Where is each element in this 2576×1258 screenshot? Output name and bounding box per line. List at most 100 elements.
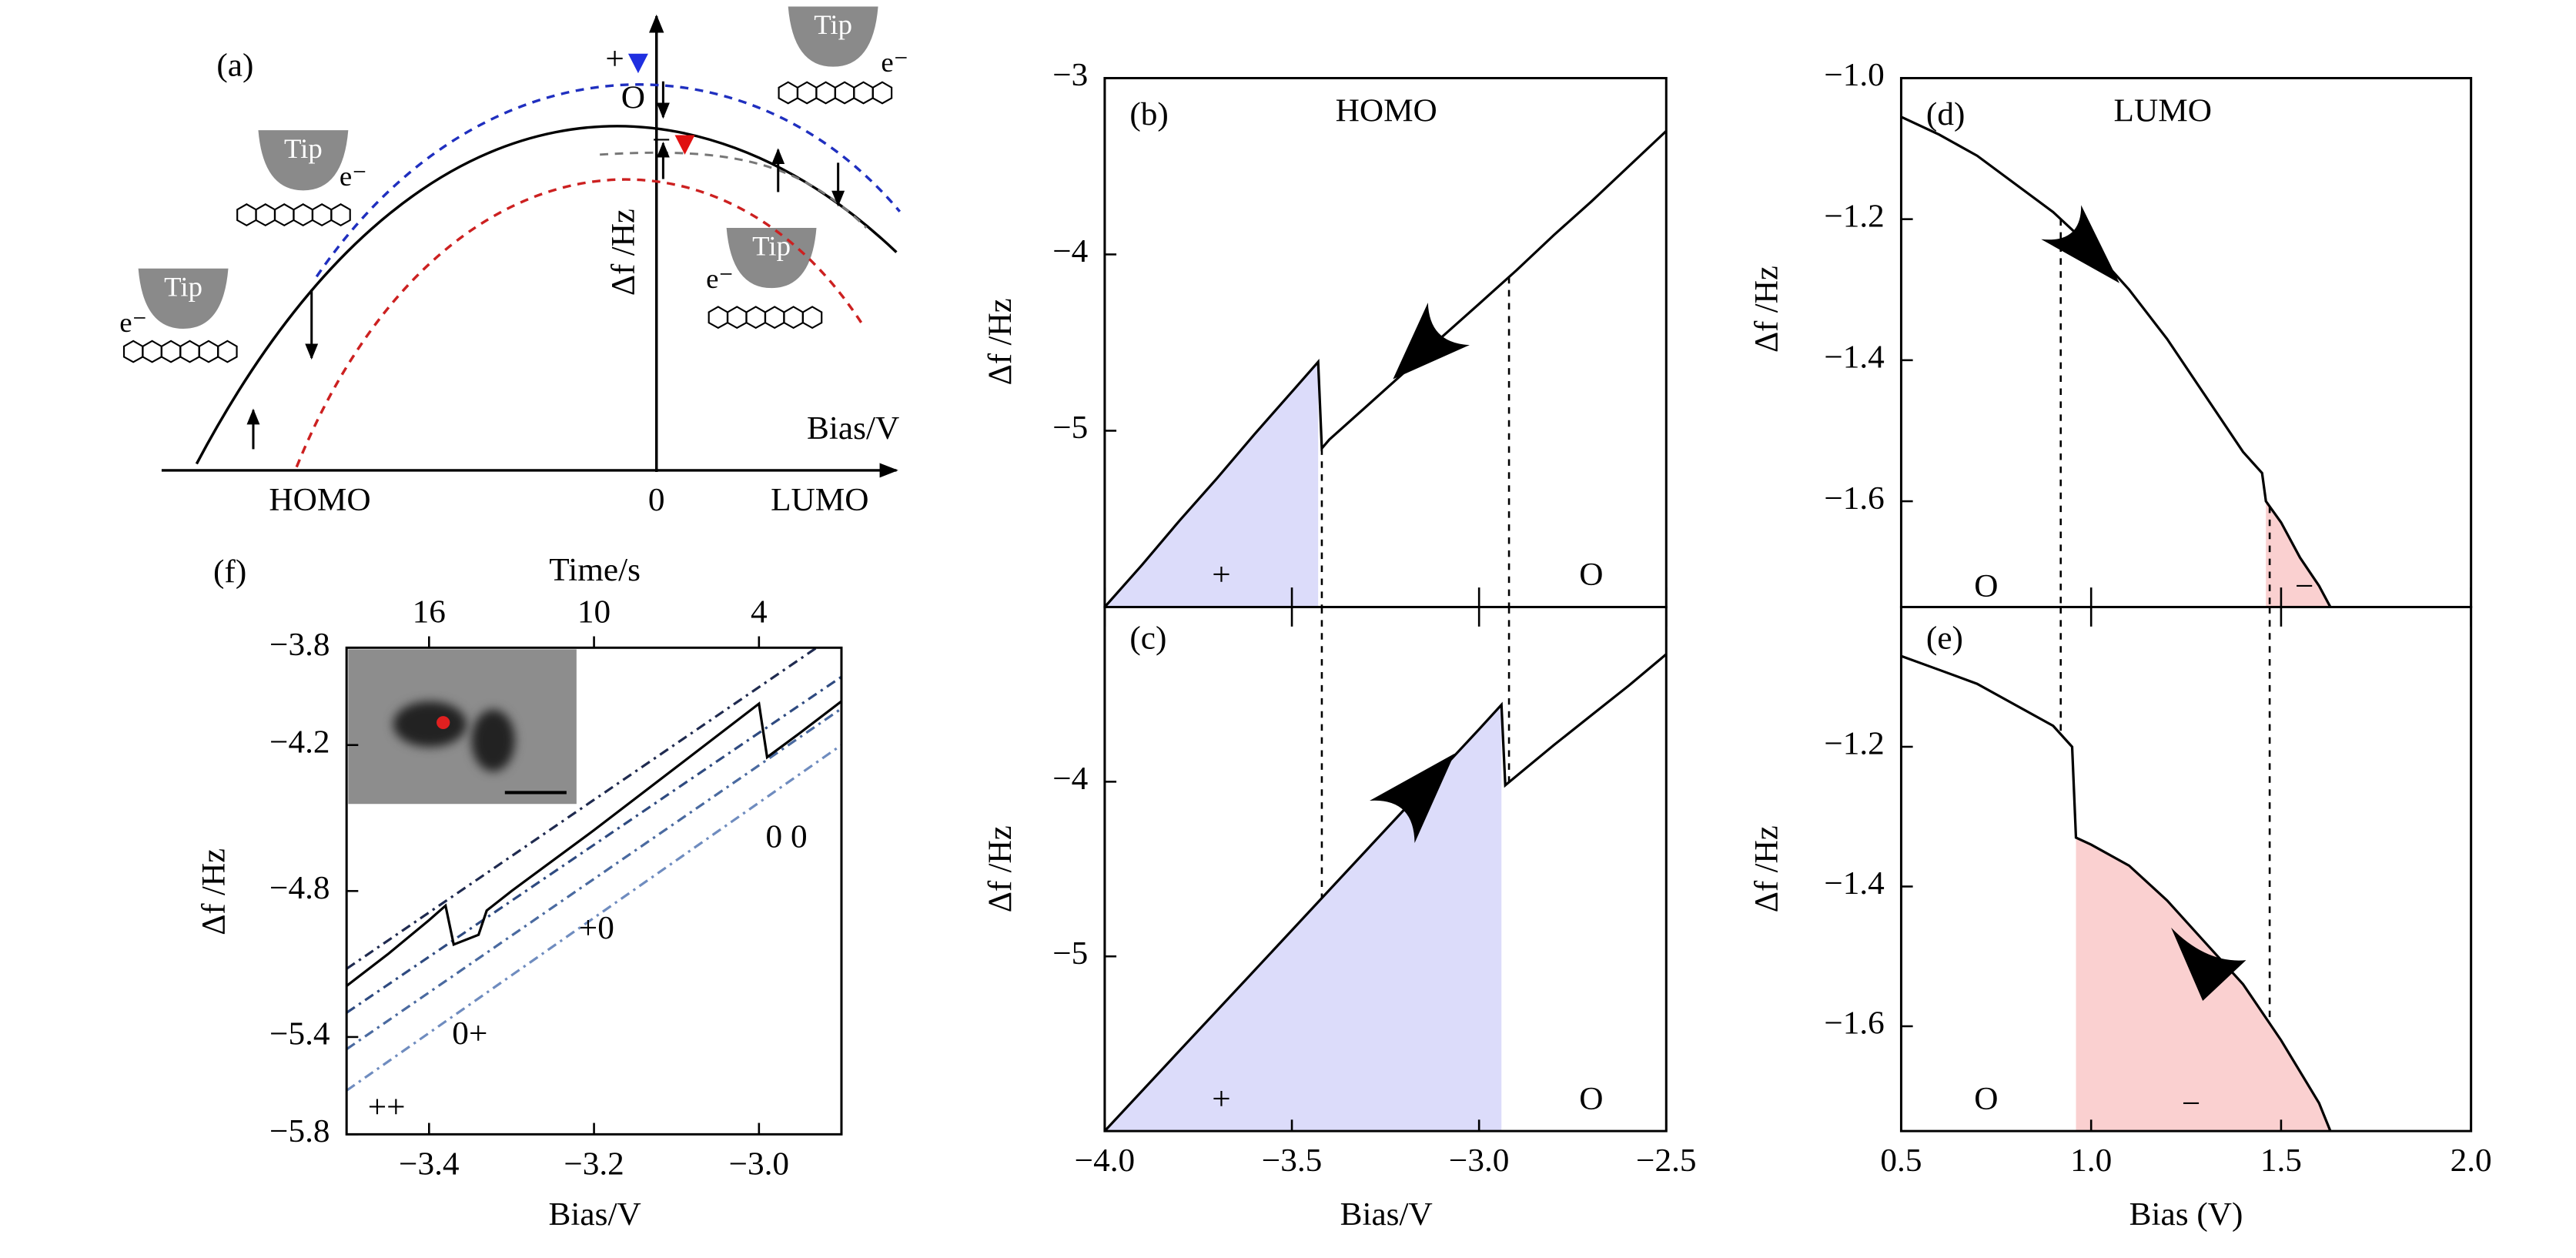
molecule — [311, 203, 333, 226]
y-tick-label: −4.8 — [269, 870, 330, 905]
y-axis-label: Δf /Hz — [1748, 825, 1785, 912]
y-axis-label: Δf /Hz — [982, 298, 1019, 385]
data-line — [1900, 654, 2332, 1132]
gray-curve — [600, 151, 868, 229]
x-axis-label: Bias/V — [1340, 1196, 1433, 1232]
state-label: 0 0 — [765, 819, 807, 855]
anion-curve — [295, 178, 865, 468]
tip-shape — [726, 227, 817, 289]
molecule — [122, 340, 144, 363]
tip-position — [437, 716, 450, 730]
charge: O — [621, 80, 645, 115]
x-tick-label: −4.0 — [1075, 1143, 1135, 1179]
molecule — [142, 340, 162, 363]
direction-arrow — [1370, 753, 1455, 843]
x-tick-label: −3.4 — [399, 1146, 459, 1182]
x-tick-label: 2.0 — [2451, 1143, 2492, 1179]
molecule — [871, 81, 893, 105]
molecule — [727, 306, 748, 330]
electron: e⁻ — [881, 47, 908, 78]
panel-title: LUMO — [2114, 93, 2212, 129]
x2-tick-label: 4 — [751, 594, 768, 630]
state-label: ++ — [368, 1089, 406, 1125]
molecule — [796, 81, 818, 105]
molecule — [179, 340, 200, 363]
level-label: 0 — [648, 482, 665, 517]
axis-label: Bias/V — [807, 410, 899, 446]
marker — [627, 53, 648, 74]
charge: − — [652, 122, 671, 158]
x-axis-label: Bias (V) — [2129, 1196, 2243, 1232]
molecule — [217, 340, 238, 363]
neutral-curve — [195, 125, 898, 465]
cation-curve — [315, 83, 902, 278]
marker — [674, 135, 695, 155]
charge: + — [605, 41, 624, 76]
data-line — [1103, 653, 1668, 1133]
data-line — [1900, 115, 2332, 608]
level-label: HOMO — [269, 482, 370, 517]
y-tick-label: −5.4 — [269, 1016, 330, 1052]
electron: e⁻ — [340, 161, 367, 192]
x2-tick-label: 10 — [577, 594, 611, 630]
molecule — [815, 81, 836, 105]
molecule — [274, 203, 295, 226]
electron: e⁻ — [119, 307, 147, 338]
state-label: O — [1974, 568, 1998, 604]
y-tick-label: −3 — [1052, 58, 1088, 93]
molecule — [160, 340, 182, 363]
molecule — [834, 81, 855, 105]
molecule-image — [471, 709, 515, 771]
y-axis-label: Δf /Hz — [1748, 266, 1785, 353]
data-line — [346, 675, 842, 1014]
y-tick-label: −5 — [1052, 935, 1088, 971]
y-tick-label: −3.8 — [269, 627, 330, 662]
axis-label: Δf /Hz — [605, 209, 642, 296]
molecule — [236, 203, 257, 226]
molecule — [293, 203, 313, 226]
state-label: + — [1212, 1081, 1230, 1116]
state-label: + — [1212, 557, 1230, 593]
y-tick-label: −1.4 — [1824, 340, 1884, 375]
direction-arrow — [1393, 303, 1470, 380]
panel-title: HOMO — [1336, 93, 1437, 129]
shaded-region — [1104, 704, 1502, 1132]
data-line — [346, 708, 842, 1051]
plot-frame — [1899, 605, 2473, 1133]
molecule — [801, 306, 823, 330]
plot-frame — [1103, 605, 1668, 1133]
panel-label: (e) — [1926, 621, 1963, 656]
molecule — [783, 306, 804, 330]
tip: Tip — [752, 231, 791, 262]
panel-label: (f) — [213, 554, 246, 589]
x-axis-label: Bias/V — [549, 1196, 641, 1232]
direction-arrow — [2171, 927, 2246, 1002]
panel-label: (b) — [1129, 96, 1168, 132]
tip: Tip — [164, 272, 202, 303]
y-axis-label: Δf /Hz — [982, 825, 1019, 912]
plot-frame — [1899, 76, 2473, 608]
direction-arrow — [2041, 205, 2119, 283]
y-tick-label: −4.2 — [269, 724, 330, 760]
state-label: O — [1974, 1081, 1998, 1116]
molecule — [708, 306, 729, 330]
x2-axis-label: Time/s — [549, 552, 641, 587]
electron: e⁻ — [706, 263, 734, 294]
molecule — [255, 203, 276, 226]
molecule — [778, 81, 798, 105]
state-label: O — [1579, 1081, 1603, 1116]
tip-shape — [138, 268, 229, 329]
panel-label: (c) — [1129, 621, 1166, 656]
level-label: LUMO — [771, 482, 868, 517]
y-axis-label: Δf /Hz — [196, 848, 233, 935]
x-tick-label: 0.5 — [1880, 1143, 1922, 1179]
panel-label: (a) — [216, 48, 253, 83]
tip-shape — [788, 6, 878, 67]
state-label: 0+ — [452, 1016, 487, 1052]
state-label: − — [2295, 568, 2313, 604]
y-tick-label: −5 — [1052, 410, 1088, 446]
x-tick-label: −3.0 — [729, 1146, 789, 1182]
y-tick-label: −4 — [1052, 761, 1088, 796]
